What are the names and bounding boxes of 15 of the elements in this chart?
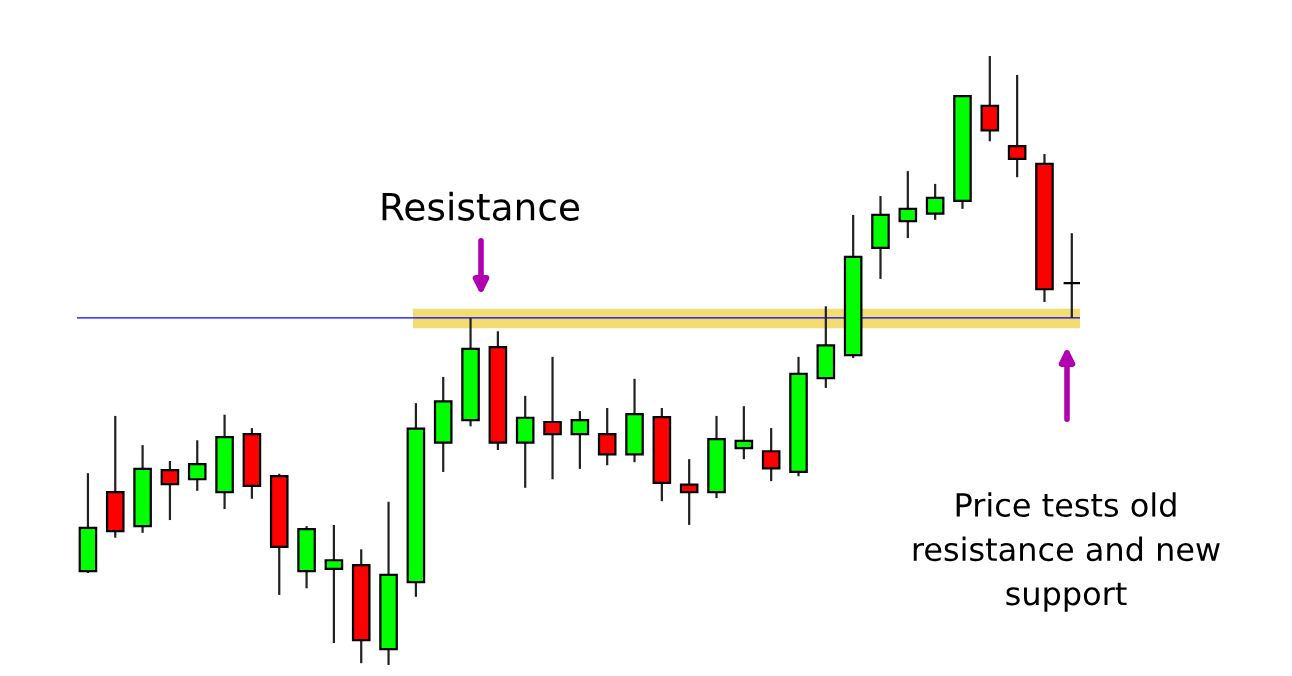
annotation: Price tests old resistance and new support [913,492,1220,612]
candlestick [324,523,344,645]
annotation: Resistance [382,191,580,221]
candlestick [734,405,754,461]
candlestick [160,459,180,522]
candlestick [898,169,918,240]
candlestick [570,409,590,471]
candlestick [1062,232,1080,319]
candlestick [925,182,945,221]
candlestick [1007,73,1027,179]
candlestick [761,426,781,483]
candlestick [543,355,562,481]
candlestick [597,406,617,467]
candlestick [187,439,207,492]
candlestick [679,458,699,527]
